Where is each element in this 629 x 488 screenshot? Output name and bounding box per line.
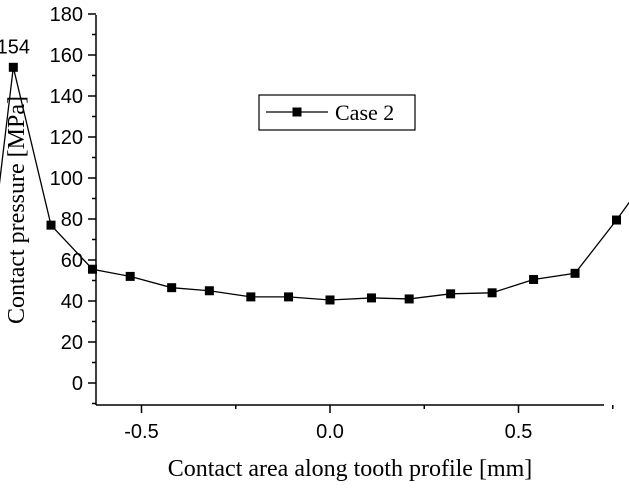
data-point-marker xyxy=(87,264,97,274)
x-axis-label: Contact area along tooth profile [mm] xyxy=(168,456,533,482)
data-point-marker xyxy=(487,288,497,298)
series-group xyxy=(0,62,629,305)
data-point-marker xyxy=(246,292,256,302)
legend-marker-sample xyxy=(292,107,302,117)
y-tick-label: 120 xyxy=(50,127,83,149)
data-point-marker xyxy=(125,271,135,281)
y-tick-label: 40 xyxy=(61,291,83,313)
annotations-group: 154107RootTip xyxy=(0,36,30,58)
x-tick-label: 0.5 xyxy=(505,421,533,443)
data-point-marker xyxy=(446,289,456,299)
x-ticks-group: -1.0-0.50.00.51.01.5 xyxy=(124,405,614,443)
y-tick-label: 80 xyxy=(61,209,83,231)
annotation-label: 154 xyxy=(0,36,30,58)
data-point-marker xyxy=(204,286,214,296)
y-tick-label: 100 xyxy=(50,168,83,190)
y-tick-label: 20 xyxy=(61,332,83,354)
y-tick-label: 0 xyxy=(72,373,83,395)
data-point-marker xyxy=(284,292,294,302)
y-tick-label: 60 xyxy=(61,250,83,272)
data-point-marker xyxy=(325,295,335,305)
data-point-marker xyxy=(529,274,539,284)
data-point-marker xyxy=(8,62,18,72)
data-point-marker xyxy=(612,215,622,225)
axes-group xyxy=(95,15,604,406)
data-point-marker xyxy=(570,268,580,278)
data-point-marker xyxy=(46,220,56,230)
data-point-marker xyxy=(366,293,376,303)
data-point-marker xyxy=(167,283,177,293)
x-tick-label: -0.5 xyxy=(124,421,158,443)
y-axis-label: Contact pressure [MPa] xyxy=(4,96,30,324)
y-ticks-group: 0 20 40 60 80 100 120 140 160 180 xyxy=(50,4,96,405)
y-tick-label: 160 xyxy=(50,45,83,67)
legend-label: Case 2 xyxy=(335,100,394,125)
legend: Case 2 xyxy=(258,94,416,131)
data-point-marker xyxy=(404,294,414,304)
y-tick-label: 180 xyxy=(50,4,83,26)
y-tick-label: 140 xyxy=(50,86,83,108)
x-tick-label: 0.0 xyxy=(316,421,344,443)
